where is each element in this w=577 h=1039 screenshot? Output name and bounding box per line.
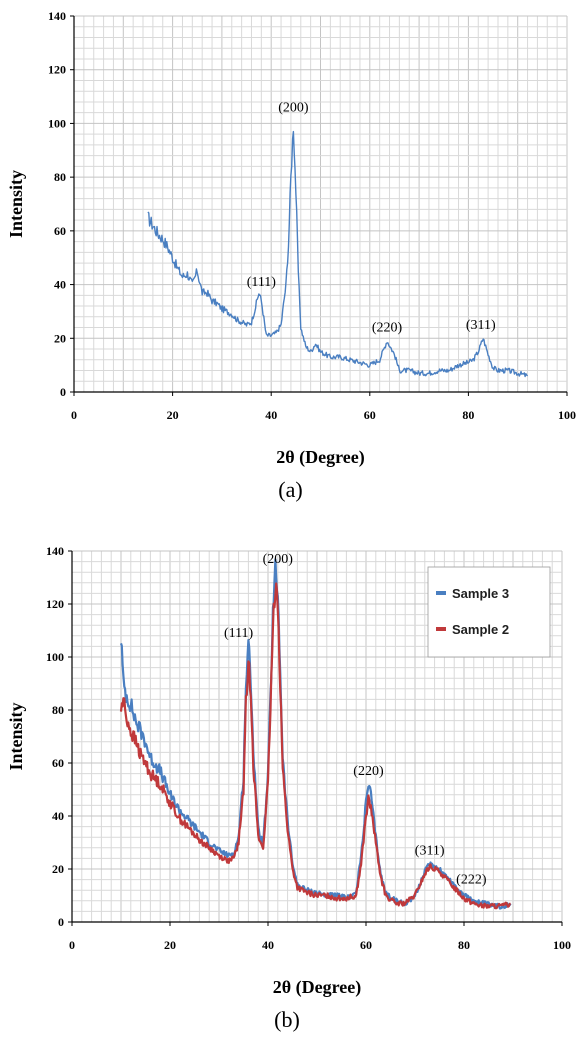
legend-entry: Sample 3 [452, 586, 509, 601]
x-tick-label: 20 [164, 938, 176, 952]
series-line-xrd [147, 130, 529, 378]
x-tick-label: 40 [265, 408, 277, 422]
peak-label: (200) [263, 552, 294, 567]
peak-label: (220) [372, 321, 403, 336]
y-tick-label: 100 [48, 116, 66, 130]
gridlines [73, 15, 568, 393]
chart-0: 0 20 40 60 80 100 120 140 0 20 40 60 80 100 Intensity 2… [6, 9, 576, 502]
y-tick-label: 140 [48, 9, 66, 23]
legend-box [427, 566, 551, 658]
x-tick-label: 40 [262, 938, 274, 952]
x-tick-label: 60 [360, 938, 372, 952]
legend: Sample 3 Sample 2 [427, 566, 551, 658]
y-tick-label: 80 [52, 703, 64, 717]
figure-caption: (b) [274, 1007, 300, 1032]
peak-label: (222) [456, 873, 487, 888]
y-tick-label: 20 [54, 331, 66, 345]
x-tick-label: 0 [69, 938, 75, 952]
peak-label: (220) [353, 764, 384, 779]
y-tick-label: 120 [46, 597, 64, 611]
y-axis-title: Intensity [6, 170, 26, 238]
series-line-sample-2 [119, 582, 512, 910]
peak-label: (111) [247, 275, 277, 290]
y-tick-label: 40 [52, 809, 64, 823]
x-tick-label: 20 [167, 408, 179, 422]
y-tick-label: 20 [52, 862, 64, 876]
y-axis-title: Intensity [6, 702, 26, 770]
x-axis-title: 2θ (Degree) [276, 447, 365, 468]
peak-label: (311) [466, 318, 496, 333]
y-tick-label: 80 [54, 170, 66, 184]
y-tick-label: 60 [52, 756, 64, 770]
x-tick-label: 60 [364, 408, 376, 422]
x-axis-title: 2θ (Degree) [273, 977, 362, 998]
x-tick-label: 100 [558, 408, 576, 422]
y-tick-label: 0 [58, 915, 64, 929]
y-tick-label: 100 [46, 650, 64, 664]
figure-caption: (a) [278, 477, 302, 502]
peak-label: (200) [278, 100, 309, 115]
y-tick-label: 120 [48, 63, 66, 77]
gridlines [71, 550, 563, 923]
peak-label: (311) [415, 843, 445, 858]
x-tick-label: 80 [458, 938, 470, 952]
y-tick-label: 60 [54, 224, 66, 238]
chart-1: 0 20 40 60 80 100 120 140 0 20 40 60 80 100 Intensity 2… [6, 544, 571, 1032]
x-tick-label: 0 [71, 408, 77, 422]
x-tick-label: 80 [462, 408, 474, 422]
y-tick-label: 40 [54, 278, 66, 292]
legend-entry: Sample 2 [452, 622, 509, 637]
peak-label: (111) [224, 626, 254, 641]
x-tick-label: 100 [553, 938, 571, 952]
y-tick-label: 0 [60, 385, 66, 399]
y-tick-label: 140 [46, 544, 64, 558]
